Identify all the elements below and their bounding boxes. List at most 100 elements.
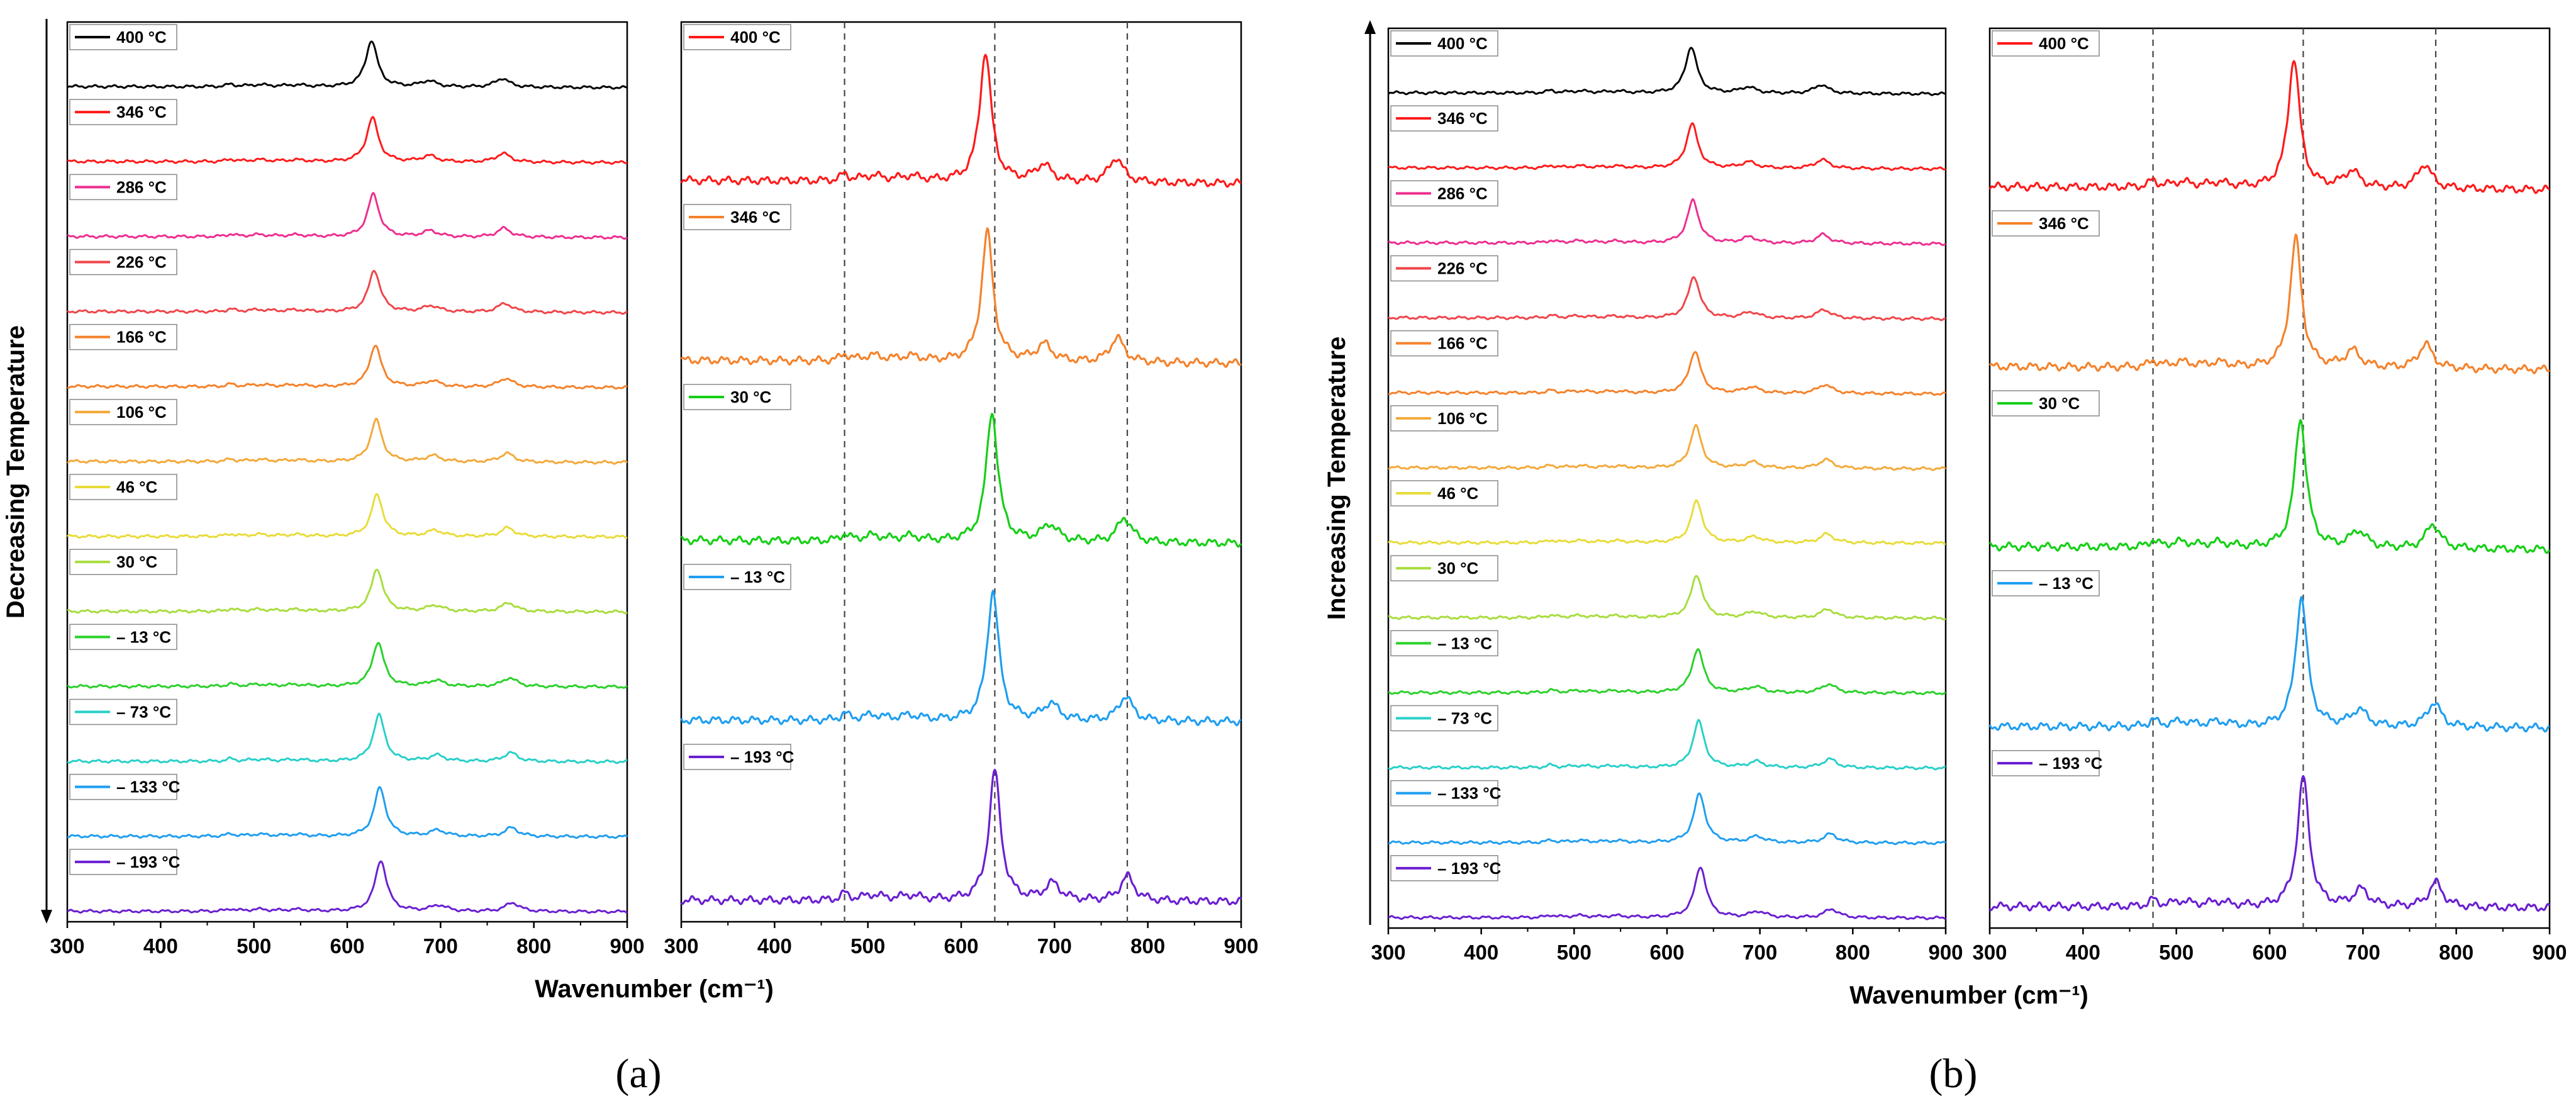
series-line	[67, 40, 628, 90]
legend-entry: 46 °C	[1390, 480, 1498, 506]
legend-label: 400 °C	[2039, 34, 2089, 53]
legend-label: – 13 °C	[1437, 634, 1492, 652]
x-tick-label: 900	[610, 934, 644, 958]
series-line	[67, 417, 628, 465]
legend-label: – 13 °C	[730, 568, 785, 586]
legend-entry: 30 °C	[1992, 390, 2100, 417]
series-line	[67, 493, 628, 539]
x-tick-label: 800	[516, 934, 551, 958]
x-tick-label: 300	[1972, 941, 2007, 964]
series-line	[1988, 233, 2550, 374]
y-axis-title: Increasing Temperature	[1323, 337, 1351, 620]
x-tick-label: 400	[1464, 941, 1498, 964]
series-line	[1988, 419, 2551, 554]
legend-entry: – 193 °C	[683, 744, 795, 770]
series-line	[1388, 122, 1946, 171]
legend-entry: 346 °C	[1390, 105, 1498, 132]
legend-label: 346 °C	[1437, 109, 1488, 128]
legend-label: 166 °C	[116, 328, 167, 347]
legend-label: 30 °C	[2039, 394, 2080, 413]
panel-a-label: (a)	[615, 1051, 661, 1097]
legend-label: 226 °C	[1437, 259, 1488, 278]
x-tick-label: 400	[757, 934, 792, 958]
series-line	[67, 116, 628, 165]
series-line	[1388, 792, 1946, 846]
series-line	[1388, 47, 1946, 96]
legend-entry: – 73 °C	[1390, 705, 1498, 732]
legend-label: 226 °C	[116, 253, 167, 272]
x-tick-label: 800	[2439, 941, 2473, 964]
legend-entry: – 13 °C	[1992, 570, 2100, 596]
legend-label: 346 °C	[730, 208, 781, 227]
legend-entry: 166 °C	[1390, 330, 1498, 357]
series-line	[67, 345, 628, 390]
x-tick-label: 500	[237, 934, 271, 958]
legend-label: 400 °C	[116, 28, 167, 47]
series-line	[1988, 775, 2551, 912]
legend-entry: 346 °C	[69, 99, 177, 125]
legend-entry: 30 °C	[683, 384, 791, 410]
series-line	[1388, 719, 1946, 771]
legend-entry: 286 °C	[1390, 180, 1498, 207]
x-tick-label: 800	[1836, 941, 1870, 964]
legend-entry: 30 °C	[69, 549, 177, 575]
series-line	[680, 53, 1242, 188]
series-line	[1988, 596, 2550, 733]
x-tick-label: 300	[1371, 941, 1405, 964]
chart-b-left: 300 400 500 600 700 800 900 400 °C 346 °C 286 °C 2…	[1323, 20, 1963, 964]
x-tick-label: 400	[2066, 941, 2100, 964]
legend-label: 46 °C	[116, 478, 158, 496]
legend-entry: 46 °C	[69, 474, 177, 500]
legend-label: 106 °C	[116, 403, 167, 422]
legend-label: 286 °C	[116, 177, 167, 196]
legend-label: 400 °C	[1437, 34, 1488, 53]
legend-label: – 133 °C	[1437, 784, 1502, 803]
x-tick-label: 700	[2346, 941, 2380, 964]
x-tick-label: 300	[50, 934, 84, 958]
x-tick-label: 400	[143, 934, 178, 958]
series-line	[1988, 60, 2550, 194]
series-line	[67, 642, 628, 689]
legend-entry: – 193 °C	[69, 849, 181, 875]
legend-entry: – 13 °C	[683, 564, 791, 590]
legend-label: – 193 °C	[1437, 859, 1502, 878]
direction-arrow-head	[1364, 20, 1376, 34]
legend-entry: 286 °C	[69, 174, 177, 201]
x-tick-label: 500	[850, 934, 885, 958]
legend-label: 46 °C	[1437, 484, 1479, 503]
legend-entry: 346 °C	[683, 204, 791, 230]
legend-label: 30 °C	[730, 388, 772, 406]
legend-entry: 400 °C	[69, 24, 177, 50]
legend-label: – 13 °C	[2039, 574, 2094, 593]
chart-b-right: 300 400 500 600 700 800 900 400 °C 346 °C 30 °C – …	[1972, 27, 2567, 964]
legend-entry: – 13 °C	[69, 624, 177, 651]
series-line	[67, 192, 628, 240]
legend-entry: 400 °C	[1390, 30, 1498, 57]
legend-label: – 193 °C	[730, 747, 795, 766]
series-line	[1388, 648, 1946, 695]
series-line	[680, 768, 1242, 906]
series-line	[1388, 575, 1946, 621]
x-axis-title-b: Wavenumber (cm⁻¹)	[1849, 982, 2088, 1009]
series-line	[1388, 499, 1946, 546]
x-tick-label: 600	[330, 934, 364, 958]
legend-entry: 226 °C	[69, 249, 177, 276]
legend-box	[1992, 210, 2100, 237]
legend-entry: 346 °C	[1992, 210, 2100, 237]
series-line	[67, 270, 628, 315]
legend-label: – 73 °C	[116, 703, 171, 722]
legend-label: 400 °C	[730, 28, 781, 47]
x-tick-label: 600	[1649, 941, 1684, 964]
x-tick-label: 600	[2252, 941, 2287, 964]
chart-a-left: 300 400 500 600 700 800 900 400 °C 346 °C 286 °C 2…	[2, 19, 645, 958]
x-tick-label: 900	[1928, 941, 1963, 964]
legend-entry: 166 °C	[69, 323, 177, 350]
x-tick-label: 300	[664, 934, 698, 958]
legend-entry: – 193 °C	[1992, 750, 2103, 776]
series-line	[680, 590, 1242, 727]
legend-entry: – 133 °C	[1390, 780, 1502, 807]
x-tick-label: 500	[2159, 941, 2194, 964]
legend-label: 106 °C	[1437, 409, 1488, 428]
legend-label: – 193 °C	[2039, 754, 2103, 773]
